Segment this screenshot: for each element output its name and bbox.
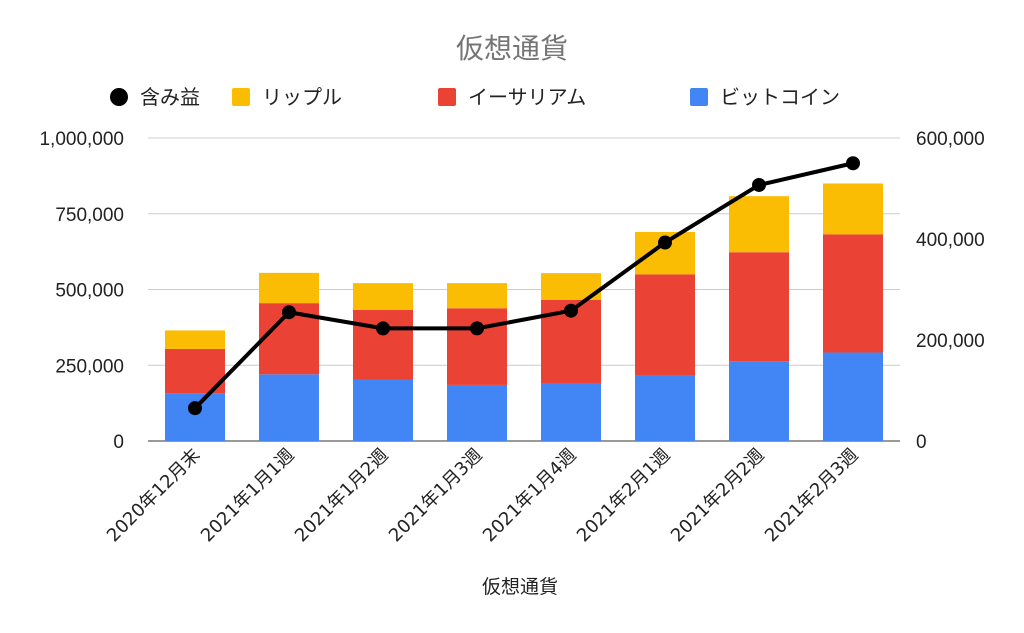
x-axis: 2020年12月末2021年1月1週2021年1月2週2021年1月3週2021… (103, 445, 863, 547)
x-tick-label: 2021年1月3週 (385, 445, 487, 547)
legend-label: イーサリアム (468, 85, 586, 109)
profit-point (282, 305, 296, 320)
bar-segment (447, 384, 507, 441)
bar-segment (729, 252, 789, 362)
y-right-tick-label: 400,000 (916, 230, 985, 251)
profit-line (188, 156, 860, 416)
bar-segment (635, 274, 695, 376)
y-right-tick-label: 200,000 (916, 331, 985, 352)
bar-segment (823, 352, 883, 441)
legend-label: 含み益 (140, 85, 200, 109)
y-right-tick-label: 0 (916, 432, 927, 453)
x-tick-label: 2021年1月1週 (197, 445, 299, 547)
y-left-tick-label: 0 (113, 432, 124, 453)
legend-marker (110, 88, 128, 106)
x-tick-label: 2021年2月2週 (667, 445, 769, 547)
profit-point (752, 177, 766, 192)
profit-line-path (193, 161, 854, 410)
profit-point (846, 156, 860, 171)
bar-segment (353, 379, 413, 441)
y-left-tick-label: 1,000,000 (39, 129, 124, 150)
bar-segment (165, 330, 225, 349)
x-tick-label: 2021年2月3週 (761, 445, 863, 547)
y-right-tick-label: 600,000 (916, 129, 985, 150)
profit-point (470, 321, 484, 336)
bar-segment (447, 308, 507, 385)
x-tick-label: 2021年1月4週 (479, 445, 581, 547)
legend-swatch (438, 88, 456, 106)
bar-segment (823, 234, 883, 353)
bar-segment (353, 283, 413, 310)
profit-point (564, 303, 578, 318)
x-tick-label: 2020年12月末 (103, 445, 205, 547)
profit-point (658, 235, 672, 250)
legend-swatch (232, 88, 250, 106)
bars (165, 183, 883, 441)
y-axis-right: 0 200,000 400,000 600,000 (916, 129, 985, 453)
bar-segment (635, 375, 695, 441)
bar-segment (729, 196, 789, 253)
x-tick-label: 2021年1月2週 (291, 445, 393, 547)
bar-segment (259, 374, 319, 441)
bar-segment (353, 309, 413, 380)
legend: 含み益 リップル イーサリアム ビットコイン (110, 85, 840, 109)
bar-segment (823, 183, 883, 235)
x-axis-label: 仮想通貨 (482, 576, 558, 598)
legend-swatch (690, 88, 708, 106)
x-tick-label: 2021年2月1週 (573, 445, 675, 547)
bar-segment (541, 383, 601, 441)
y-left-tick-label: 750,000 (55, 205, 124, 226)
bar-segment (165, 393, 225, 441)
bar-segment (259, 272, 319, 304)
legend-label: ビットコイン (720, 85, 840, 109)
y-axis-left: 0 250,000 500,000 750,000 1,000,000 (39, 129, 124, 453)
profit-point (376, 321, 390, 336)
bar-segment (729, 361, 789, 441)
profit-point (188, 401, 202, 416)
y-left-tick-label: 500,000 (55, 281, 124, 302)
chart-title: 仮想通貨 (456, 32, 568, 65)
bar-segment (447, 283, 507, 309)
y-left-tick-label: 250,000 (55, 356, 124, 377)
legend-label: リップル (262, 85, 342, 109)
